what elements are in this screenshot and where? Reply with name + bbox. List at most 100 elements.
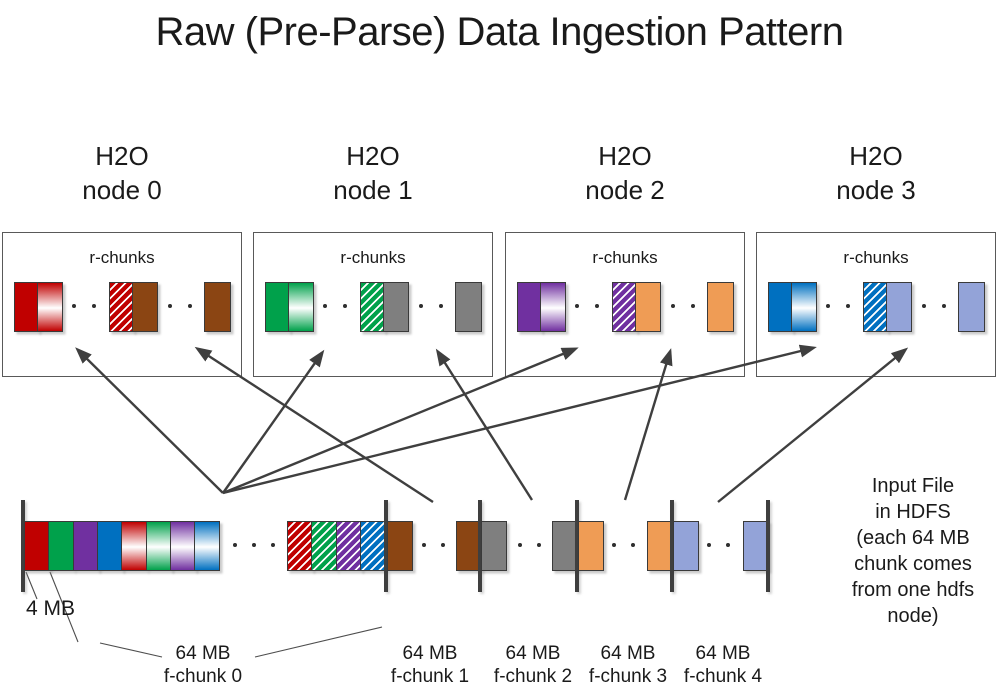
ellipsis-dot	[595, 304, 599, 308]
ellipsis-dot	[826, 304, 830, 308]
r-chunk	[109, 282, 134, 332]
node-title-line2: node 1	[333, 175, 413, 205]
node-title-3: H2O node 3	[756, 139, 996, 207]
r-chunk	[635, 282, 661, 332]
ellipsis-dot	[942, 304, 946, 308]
ellipsis-dot	[691, 304, 695, 308]
f-chunk-segment	[146, 521, 172, 571]
node-title-line2: node 0	[82, 175, 162, 205]
r-chunk	[14, 282, 39, 332]
r-chunk	[707, 282, 734, 332]
f-chunk-segment	[97, 521, 123, 571]
f-chunk-segment	[481, 521, 507, 571]
f-chunk-label-0: 64 MB f-chunk 0	[138, 642, 268, 688]
f-chunk-segment	[287, 521, 313, 571]
r-chunks-box-2: r-chunks	[505, 232, 745, 377]
f-chunk-segment	[24, 521, 50, 571]
r-chunks-label: r-chunks	[340, 248, 406, 267]
hdfs-note: Input File in HDFS (each 64 MB chunk comes f…	[828, 473, 998, 629]
node-title-line1: H2O	[598, 141, 652, 171]
r-chunk	[132, 282, 158, 332]
f-chunk-segment	[311, 521, 337, 571]
leader-line	[254, 626, 383, 658]
r-chunk	[265, 282, 290, 332]
node-title-line1: H2O	[849, 141, 903, 171]
f-chunk-name: f-chunk 0	[163, 666, 243, 687]
r-chunk	[455, 282, 482, 332]
node-title-1: H2O node 1	[253, 139, 493, 207]
f-chunk-label-2: 64 MB f-chunk 2	[468, 642, 598, 688]
r-chunks-box-3: r-chunks	[756, 232, 996, 377]
chunk-boundary	[670, 500, 674, 592]
f-chunk-segment	[673, 521, 699, 571]
ellipsis-dot	[671, 304, 675, 308]
r-chunk	[886, 282, 912, 332]
r-chunks-label: r-chunks	[843, 248, 909, 267]
node-title-2: H2O node 2	[505, 139, 745, 207]
r-chunk	[288, 282, 314, 332]
r-chunks-box-0: r-chunks	[2, 232, 242, 377]
ellipsis-dot	[518, 543, 522, 547]
f-chunk-label-1: 64 MB f-chunk 1	[365, 642, 495, 688]
r-chunk	[791, 282, 817, 332]
r-chunks-label: r-chunks	[89, 248, 155, 267]
hdfs-note-line: in HDFS	[875, 501, 951, 523]
hdfs-note-line: chunk comes	[854, 553, 972, 575]
f-chunk-segment	[647, 521, 673, 571]
ellipsis-dot	[422, 543, 426, 547]
f-chunk-name: f-chunk 2	[493, 666, 573, 687]
ellipsis-dot	[323, 304, 327, 308]
hdfs-note-line: node)	[887, 605, 939, 627]
f-chunk-label-3: 64 MB f-chunk 3	[563, 642, 693, 688]
f-chunk-segment	[194, 521, 220, 571]
ellipsis-dot	[575, 304, 579, 308]
ellipsis-dot	[846, 304, 850, 308]
f-chunk-segment	[170, 521, 196, 571]
r-chunks-box-1: r-chunks	[253, 232, 493, 377]
f-chunk-size: 64 MB	[600, 643, 656, 664]
node-title-0: H2O node 0	[2, 139, 242, 207]
f-chunk-name: f-chunk 3	[588, 666, 668, 687]
hdfs-note-line: from one hdfs	[851, 579, 975, 601]
r-chunk	[612, 282, 637, 332]
chunk-boundary	[384, 500, 388, 592]
chunk-boundary	[766, 500, 770, 592]
ellipsis-dot	[439, 304, 443, 308]
node-title-line2: node 3	[836, 175, 916, 205]
r-chunk	[768, 282, 793, 332]
ellipsis-dot	[233, 543, 237, 547]
ellipsis-dot	[537, 543, 541, 547]
r-chunk	[958, 282, 985, 332]
f-chunk-size: 64 MB	[695, 643, 751, 664]
f-chunk-segment	[336, 521, 362, 571]
chunk-boundary	[478, 500, 482, 592]
f-chunk-segment	[73, 521, 99, 571]
node-title-line2: node 2	[585, 175, 665, 205]
ellipsis-dot	[922, 304, 926, 308]
f-chunk-segment	[121, 521, 147, 571]
ellipsis-dot	[612, 543, 616, 547]
f-chunk-label-4: 64 MB f-chunk 4	[658, 642, 788, 688]
ellipsis-dot	[168, 304, 172, 308]
ellipsis-dot	[72, 304, 76, 308]
ellipsis-dot	[188, 304, 192, 308]
ellipsis-dot	[441, 543, 445, 547]
f-chunk-size: 64 MB	[175, 643, 231, 664]
ellipsis-dot	[343, 304, 347, 308]
f-chunk-name: f-chunk 4	[683, 666, 763, 687]
f-chunk-name: f-chunk 1	[390, 666, 470, 687]
f-chunk-segment	[360, 521, 386, 571]
r-chunk	[540, 282, 566, 332]
node-title-line1: H2O	[346, 141, 400, 171]
ellipsis-dot	[252, 543, 256, 547]
page-title: Raw (Pre-Parse) Data Ingestion Pattern	[155, 10, 844, 54]
hdfs-note-line: (each 64 MB	[856, 527, 970, 549]
r-chunk	[204, 282, 231, 332]
r-chunk	[863, 282, 888, 332]
f-chunk-segment	[48, 521, 74, 571]
chunk-boundary	[575, 500, 579, 592]
f-chunk-size: 64 MB	[505, 643, 561, 664]
ellipsis-dot	[631, 543, 635, 547]
f-chunk-segment	[552, 521, 578, 571]
